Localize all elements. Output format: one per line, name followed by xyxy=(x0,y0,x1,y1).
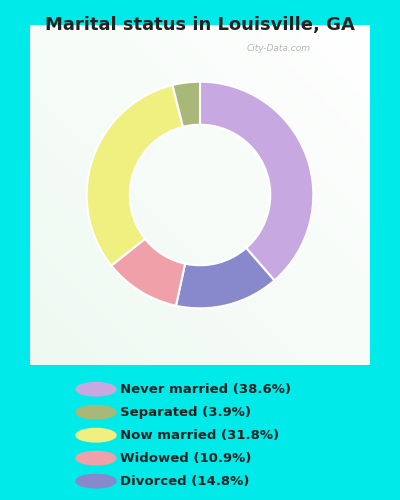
Circle shape xyxy=(76,428,116,442)
Text: Never married (38.6%): Never married (38.6%) xyxy=(120,383,291,396)
Wedge shape xyxy=(111,239,185,306)
Circle shape xyxy=(76,452,116,465)
Circle shape xyxy=(76,382,116,396)
Wedge shape xyxy=(87,85,183,266)
Wedge shape xyxy=(200,82,313,280)
Text: Divorced (14.8%): Divorced (14.8%) xyxy=(120,474,249,488)
Text: Widowed (10.9%): Widowed (10.9%) xyxy=(120,452,251,464)
Circle shape xyxy=(76,406,116,419)
Text: Separated (3.9%): Separated (3.9%) xyxy=(120,406,251,419)
Text: City-Data.com: City-Data.com xyxy=(246,44,310,54)
Circle shape xyxy=(76,474,116,488)
Wedge shape xyxy=(172,82,200,127)
Wedge shape xyxy=(176,248,274,308)
Text: Now married (31.8%): Now married (31.8%) xyxy=(120,428,279,442)
Text: Marital status in Louisville, GA: Marital status in Louisville, GA xyxy=(45,16,355,34)
